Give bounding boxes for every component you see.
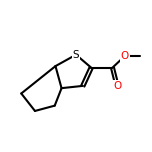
Text: S: S: [73, 50, 79, 60]
Text: O: O: [121, 51, 129, 61]
Text: O: O: [113, 81, 121, 91]
